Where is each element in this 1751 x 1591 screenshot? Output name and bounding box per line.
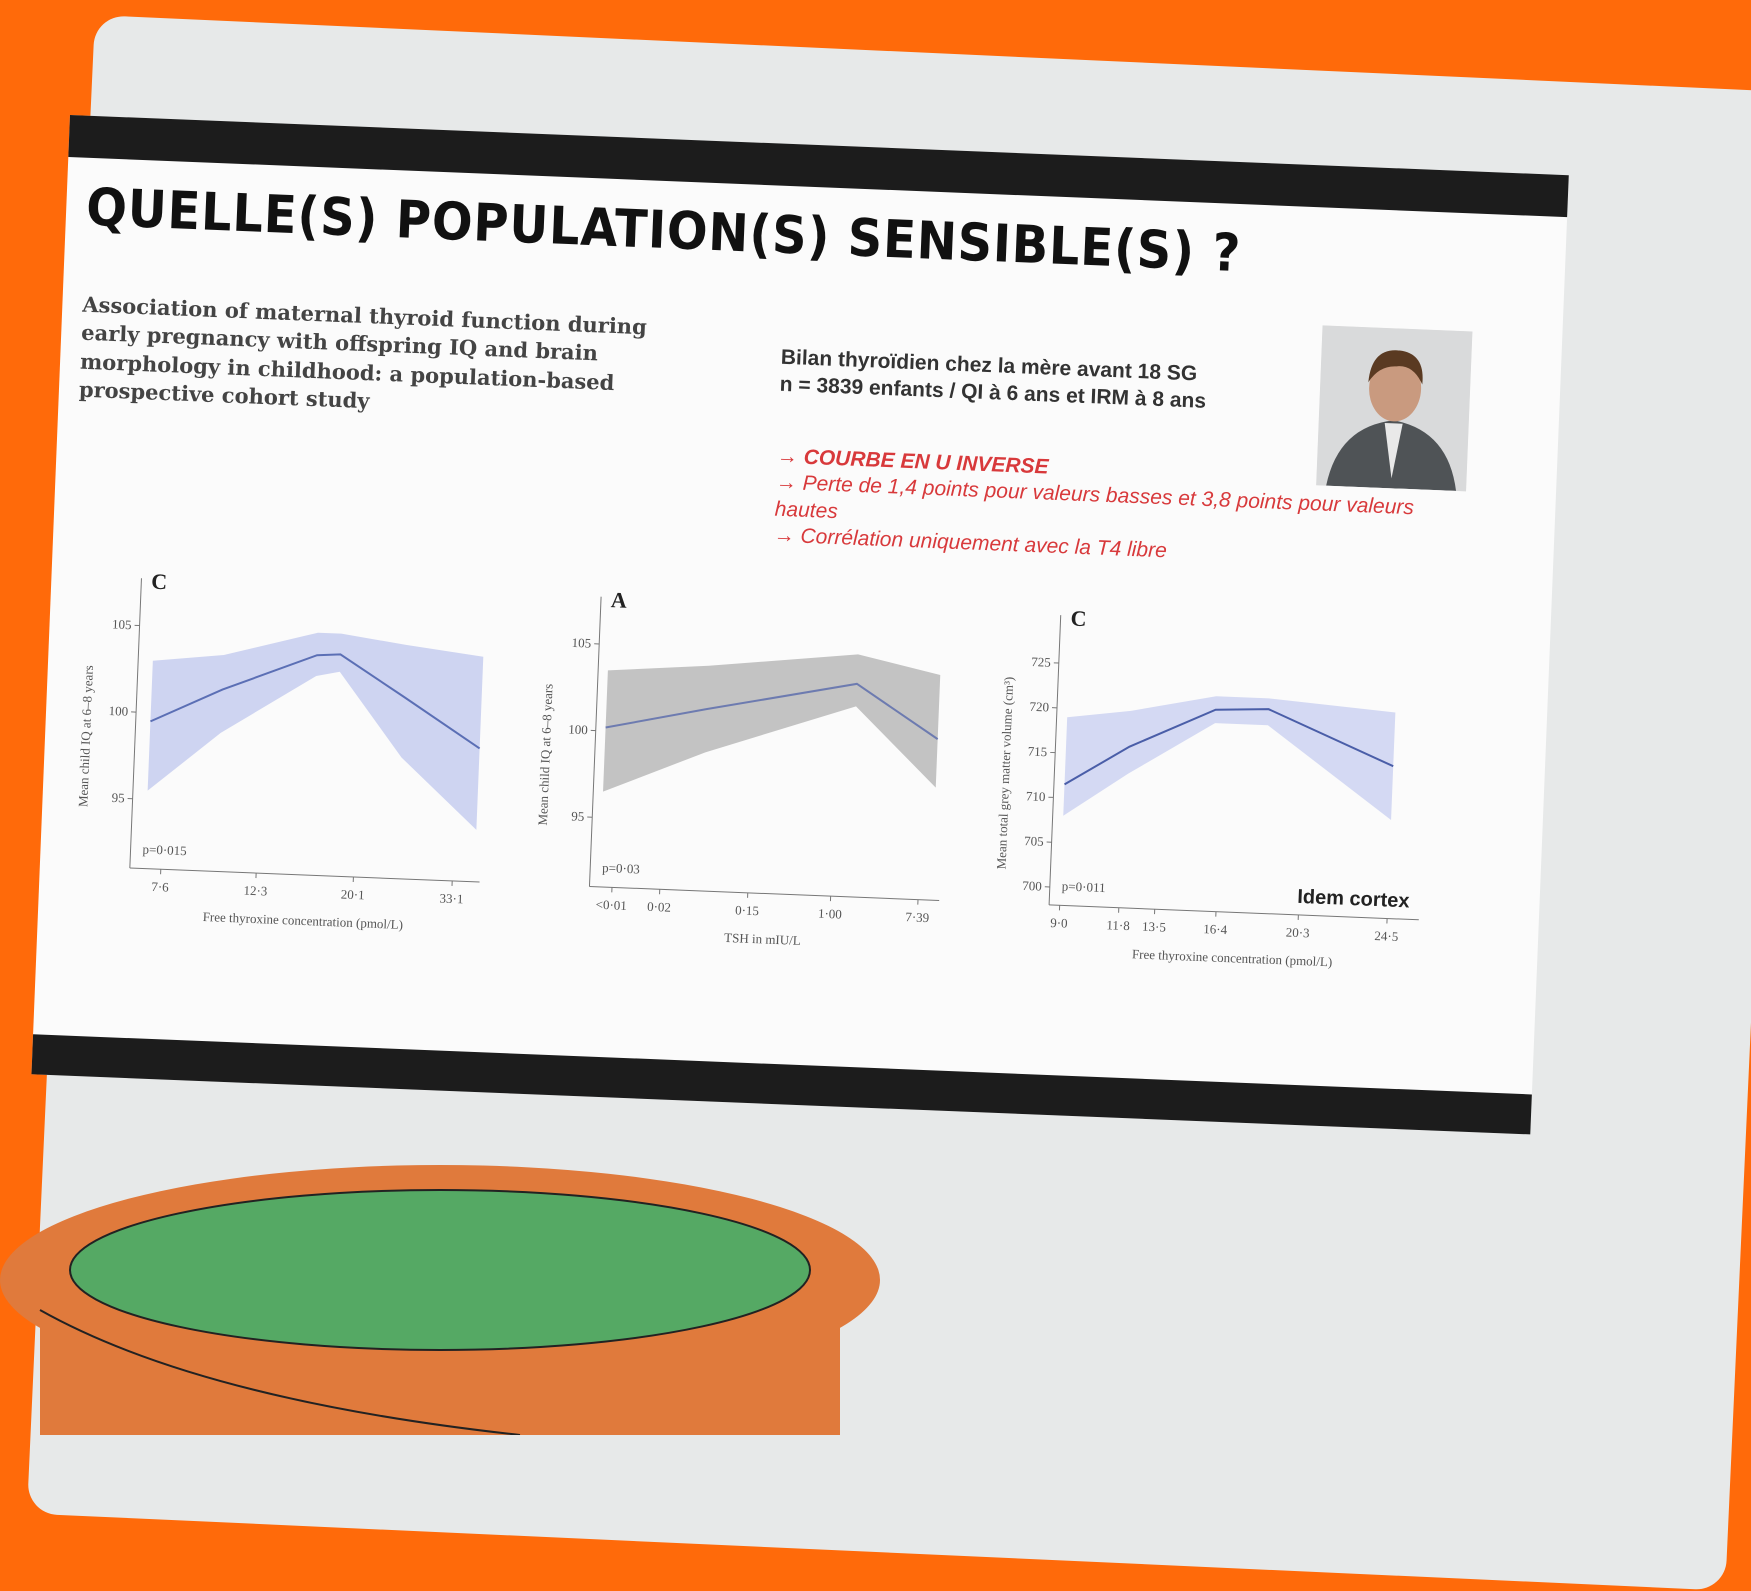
panel-label: C <box>151 569 168 595</box>
x-tick-label: 16·4 <box>1203 921 1228 937</box>
x-tick-label: 9·0 <box>1050 915 1068 931</box>
y-tick-label: 100 <box>568 721 588 737</box>
y-axis-label: Mean total grey matter volume (cm³) <box>993 676 1016 869</box>
x-axis-label: TSH in mIU/L <box>724 930 801 948</box>
speaker-illustration <box>1316 325 1472 491</box>
summary: Bilan thyroïdien chez la mère avant 18 S… <box>779 344 1207 416</box>
y-tick-label: 710 <box>1026 788 1046 804</box>
x-tick-label: 0·15 <box>735 902 759 918</box>
x-axis-label: Free thyroxine concentration (pmol/L) <box>202 909 403 932</box>
x-tick-label: 11·8 <box>1106 917 1130 933</box>
annotation: p=0·015 <box>142 842 187 859</box>
y-tick-label: 725 <box>1031 654 1051 670</box>
x-axis <box>130 868 480 882</box>
annotation: p=0·011 <box>1062 878 1106 895</box>
x-tick-label: 20·3 <box>1285 924 1309 940</box>
confidence-band <box>603 644 941 805</box>
panel-label: C <box>1070 606 1087 632</box>
page-body: QUELLE(S) POPULATION(S) SENSIBLE(S) ? As… <box>0 0 1751 1435</box>
article-title: Association of maternal thyroid function… <box>78 291 702 429</box>
chart: A 95 100 105 <0·01 0·02 0·15 1·00 7·39 TSH in mIU… <box>506 554 972 992</box>
bowl-surface <box>70 1190 810 1350</box>
x-tick-label: 24·5 <box>1374 928 1398 944</box>
y-axis-label: Mean child IQ at 6–8 years <box>75 665 96 807</box>
bowl <box>0 1140 900 1435</box>
y-tick-label: 95 <box>111 790 125 806</box>
x-tick-label: 13·5 <box>1142 919 1166 935</box>
x-tick-label: 33·1 <box>439 890 463 906</box>
x-tick-label: 0·02 <box>647 899 671 915</box>
y-tick-label: 720 <box>1029 699 1049 715</box>
annotation: p=0·03 <box>602 860 640 876</box>
speaker-photo <box>1316 325 1472 491</box>
y-tick-label: 715 <box>1027 744 1047 760</box>
slide: QUELLE(S) POPULATION(S) SENSIBLE(S) ? As… <box>31 115 1568 1134</box>
x-tick-label: 12·3 <box>243 883 267 899</box>
y-tick-label: 705 <box>1024 833 1044 849</box>
annotation: Idem cortex <box>1297 886 1410 912</box>
x-axis <box>589 886 939 900</box>
y-tick-label: 105 <box>571 635 591 651</box>
y-tick-label: 100 <box>108 703 128 719</box>
panel-label: A <box>610 587 627 613</box>
page: Quelle(s) population(s) sensible(s) ? {"… <box>0 0 1751 1435</box>
chart: C 700 705 710 715 720 725 9·0 11·8 13·5 16·4 20·3 24… <box>966 572 1452 1011</box>
x-tick-label: 7·6 <box>151 879 169 895</box>
x-tick-label: 1·00 <box>818 906 842 922</box>
y-tick-label: 95 <box>571 808 585 824</box>
y-tick-label: 105 <box>112 616 132 632</box>
y-tick-label: 700 <box>1022 878 1042 894</box>
x-tick-label: 20·1 <box>340 887 364 903</box>
x-tick-label: 7·39 <box>905 909 929 925</box>
y-axis-label: Mean child IQ at 6–8 years <box>535 683 556 825</box>
chart: C 95 100 105 7·6 12·3 20·1 33·1 Free thyroxine c… <box>46 535 512 973</box>
x-axis-label: Free thyroxine concentration (pmol/L) <box>1132 946 1333 969</box>
x-tick-label: <0·01 <box>595 897 627 913</box>
confidence-band <box>1063 690 1395 829</box>
